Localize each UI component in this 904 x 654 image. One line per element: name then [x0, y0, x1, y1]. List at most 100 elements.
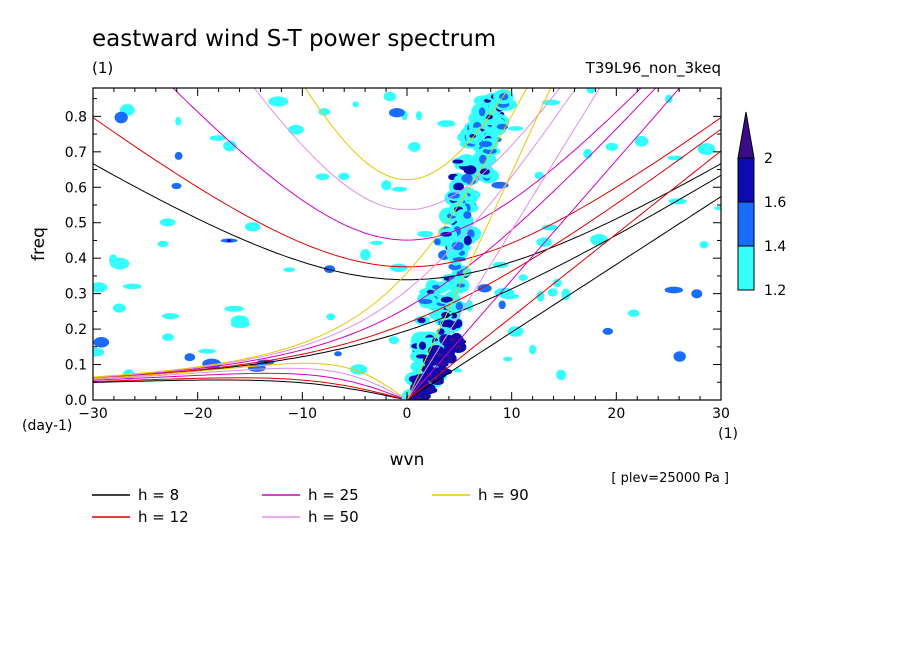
- colorbar-triangle: [737, 111, 755, 159]
- x-tick-label: 20: [607, 406, 625, 422]
- power-contour: [283, 267, 296, 273]
- power-contour: [478, 107, 486, 117]
- legend-label: h = 50: [308, 508, 359, 526]
- y-tick-label: 0.4: [65, 251, 87, 267]
- x-tick-label: −30: [78, 406, 108, 422]
- power-contour: [555, 369, 567, 381]
- power-contour: [452, 159, 464, 164]
- power-contour: [440, 296, 453, 303]
- colorbar-segment: [737, 245, 755, 291]
- power-contour: [518, 274, 528, 281]
- power-contour: [350, 364, 368, 375]
- power-contour: [466, 300, 473, 312]
- power-contour: [432, 284, 440, 290]
- power-contour: [536, 237, 552, 247]
- power-contour: [338, 172, 350, 181]
- y-tick-label: 0.6: [65, 180, 87, 196]
- power-contour: [415, 111, 423, 121]
- power-contour: [536, 290, 545, 302]
- power-contour: [108, 254, 118, 266]
- kelvin-curve: [406, 88, 552, 400]
- x-tick-label: 0: [403, 406, 412, 422]
- chart-title: eastward wind S-T power spectrum: [92, 26, 496, 52]
- kelvin-curve: [406, 88, 601, 400]
- rossby-curve: [93, 367, 403, 398]
- colorbar-label: 1.4: [764, 239, 786, 255]
- y-tick-label: 0.8: [65, 109, 87, 125]
- colorbar-label: 1.6: [764, 195, 786, 211]
- kelvin-curve: [406, 88, 681, 400]
- power-contour: [334, 351, 342, 357]
- power-field: [93, 88, 721, 400]
- colorbar: 2 1.6 1.4 1.2: [737, 111, 786, 299]
- power-contour: [440, 319, 455, 328]
- x-tick-label: −20: [183, 406, 213, 422]
- power-contour: [586, 88, 596, 94]
- power-contour: [463, 235, 472, 246]
- power-contour: [439, 362, 446, 367]
- power-contour: [463, 165, 477, 175]
- power-contour: [391, 186, 408, 192]
- power-contour: [288, 124, 304, 135]
- power-contour: [534, 171, 544, 180]
- power-contour: [553, 278, 562, 288]
- dispersion-curves: [93, 88, 721, 400]
- power-contour: [461, 173, 473, 183]
- inertia-gravity-curve: [93, 117, 721, 268]
- power-contour: [664, 94, 673, 104]
- power-contour: [542, 224, 558, 231]
- power-contour: [602, 327, 614, 335]
- rossby-curve: [93, 372, 402, 399]
- y-tick-label: 0.0: [65, 393, 87, 409]
- x-tick-label: 30: [712, 406, 730, 422]
- power-contour: [315, 173, 330, 181]
- axis-ticks: −30 −20 −10 0 10 20 30 0.0 0.1 0.2 0.3 0.4 0.5 0.6 0.7…: [65, 88, 730, 422]
- inertia-gravity-curve: [172, 88, 642, 241]
- power-contour: [161, 313, 179, 320]
- power-contour: [209, 135, 227, 142]
- colorbar-segment: [737, 201, 755, 247]
- power-contour: [184, 353, 196, 362]
- legend-label: h = 90: [478, 486, 529, 504]
- power-contour: [453, 368, 462, 373]
- power-contour: [699, 240, 709, 249]
- power-contour: [507, 326, 524, 337]
- y-tick-label: 0.5: [65, 216, 87, 232]
- power-contour: [450, 337, 456, 342]
- power-contour: [499, 93, 509, 101]
- power-contour: [500, 293, 520, 300]
- power-contour: [491, 181, 509, 189]
- power-contour: [433, 238, 441, 246]
- power-contour: [437, 120, 456, 128]
- power-contour: [436, 352, 443, 357]
- power-contour: [547, 288, 558, 297]
- power-contour: [174, 151, 183, 160]
- power-contour: [417, 230, 434, 238]
- power-contour: [159, 218, 176, 227]
- colorbar-label: 2: [764, 151, 773, 167]
- x-axis-unit: (1): [718, 426, 738, 442]
- power-contour: [268, 96, 289, 107]
- power-contour: [502, 356, 513, 362]
- power-contour: [175, 116, 182, 126]
- power-contour: [223, 140, 237, 152]
- power-contour: [463, 211, 472, 219]
- power-contour: [482, 148, 497, 155]
- power-contour: [381, 180, 392, 191]
- power-contour: [541, 99, 561, 106]
- power-contour: [388, 107, 405, 118]
- y-tick-label: 0.7: [65, 145, 87, 161]
- power-contour: [318, 108, 331, 116]
- power-contour: [455, 301, 463, 311]
- power-contour: [415, 396, 422, 400]
- power-contour: [93, 337, 110, 348]
- power-contour: [352, 101, 359, 108]
- colorbar-label: 1.2: [764, 283, 786, 299]
- power-contour: [360, 248, 371, 261]
- power-contour: [230, 320, 250, 329]
- power-contour: [114, 111, 128, 124]
- power-contour: [477, 284, 492, 293]
- power-contour: [122, 283, 142, 290]
- power-contour: [668, 198, 687, 205]
